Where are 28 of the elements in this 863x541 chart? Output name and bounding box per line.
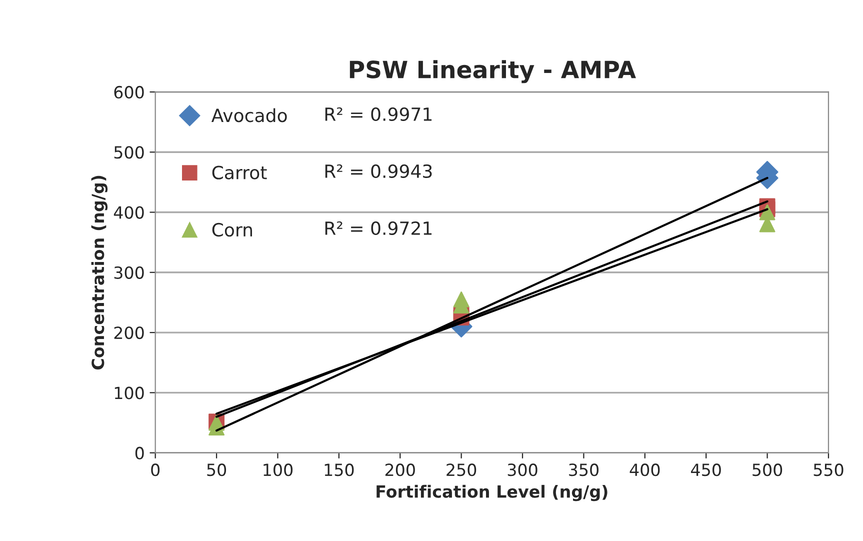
y-tick-label: 500	[114, 146, 144, 159]
y-tick-label: 300	[114, 266, 144, 279]
x-tick-label: 50	[207, 464, 226, 476]
y-tick-label: 100	[114, 386, 144, 400]
x-tick-label: 350	[569, 464, 598, 476]
y-axis-title: Concentration (ng/g)	[91, 176, 108, 370]
legend-label: Corn	[212, 222, 252, 237]
y-tick-label: 0	[135, 446, 144, 460]
x-tick-label: 200	[385, 464, 415, 476]
y-tick-label: 200	[114, 326, 144, 340]
x-tick-label: 250	[446, 464, 476, 476]
x-axis-title: Fortification Level (ng/g)	[376, 484, 608, 502]
annotation: R² = 0.9971	[325, 107, 432, 122]
x-tick-label: 0	[151, 464, 160, 476]
legend-label: Avocado	[211, 108, 287, 122]
x-tick-label: 550	[814, 464, 844, 476]
legend-label: Carrot	[212, 166, 267, 180]
x-tick-label: 400	[630, 464, 660, 476]
x-tick-label: 100	[264, 464, 293, 476]
x-tick-label: 150	[324, 464, 354, 476]
x-tick-label: 300	[508, 464, 538, 476]
y-tick-label: 400	[114, 206, 144, 219]
annotation: R² = 0.9943	[325, 164, 432, 178]
annotation: R² = 0.9721	[325, 221, 432, 236]
x-tick-label: 450	[691, 464, 721, 476]
y-tick-label: 600	[114, 86, 144, 99]
x-tick-label: 500	[752, 464, 782, 476]
chart-title: PSW Linearity - AMPA	[350, 60, 636, 84]
